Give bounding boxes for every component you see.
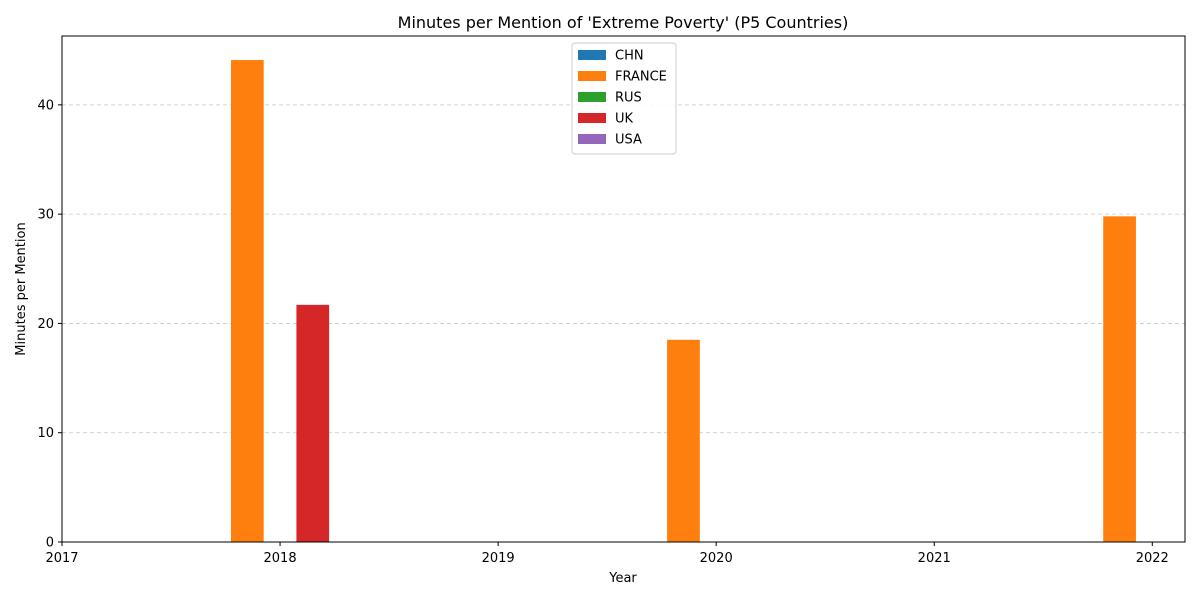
legend-label-rus: RUS — [615, 91, 642, 106]
legend-box — [571, 42, 677, 155]
y-axis-title: Minutes per Mention — [14, 222, 29, 355]
y-axis: 0 10 20 30 40 — [37, 98, 62, 551]
legend-swatch-uk — [578, 113, 606, 123]
legend: CHN FRANCE RUS UK USA — [571, 42, 677, 155]
chart-title: Minutes per Mention of 'Extreme Poverty'… — [398, 13, 849, 32]
legend-label-usa: USA — [615, 133, 642, 148]
legend-label-france: FRANCE — [615, 70, 667, 85]
bar-uk-2018 — [296, 304, 330, 542]
y-tick-label: 20 — [37, 317, 54, 332]
legend-label-chn: CHN — [615, 49, 644, 64]
x-tick-label: 2022 — [1136, 551, 1169, 566]
bar-france-2020 — [667, 339, 700, 542]
x-tick-label: 2017 — [45, 551, 78, 566]
x-tick-label: 2019 — [482, 551, 515, 566]
legend-swatch-rus — [578, 92, 606, 102]
plot-frame — [61, 35, 1186, 543]
y-tick-label: 40 — [37, 98, 54, 113]
legend-swatch-usa — [578, 134, 606, 144]
legend-label-uk: UK — [615, 112, 634, 127]
legend-swatch-chn — [578, 50, 606, 60]
bar-france-2022 — [1103, 216, 1136, 542]
y-tick-label: 10 — [37, 426, 54, 441]
x-tick-label: 2020 — [700, 551, 733, 566]
bar-france-2018 — [230, 60, 264, 542]
x-tick-label: 2021 — [918, 551, 951, 566]
x-axis-title: Year — [608, 571, 637, 586]
y-tick-label: 0 — [46, 536, 54, 551]
y-tick-label: 30 — [37, 208, 54, 223]
x-tick-label: 2018 — [264, 551, 297, 566]
bars — [230, 60, 1136, 542]
legend-swatch-france — [578, 71, 606, 81]
x-axis: 2017 2018 2019 2020 2021 2022 — [45, 542, 1169, 566]
